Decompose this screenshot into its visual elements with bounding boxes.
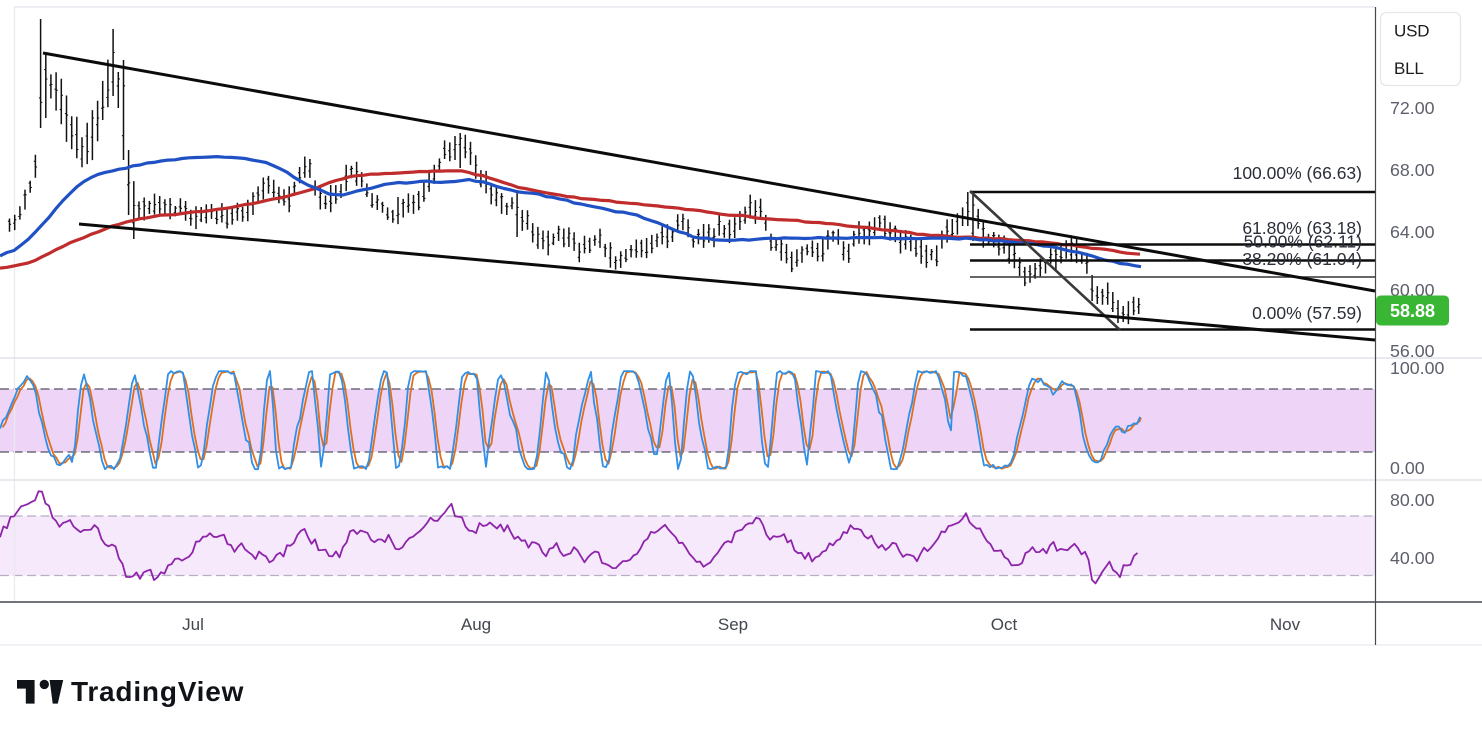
svg-text:Sep: Sep <box>718 615 748 634</box>
svg-text:Aug: Aug <box>461 615 491 634</box>
svg-text:56.00: 56.00 <box>1390 341 1435 361</box>
svg-text:61.80% (63.18): 61.80% (63.18) <box>1242 218 1362 238</box>
svg-text:100.00% (66.63): 100.00% (66.63) <box>1233 163 1362 183</box>
svg-text:64.00: 64.00 <box>1390 222 1435 242</box>
svg-text:58.88: 58.88 <box>1390 301 1435 321</box>
svg-text:TradingView: TradingView <box>71 676 244 707</box>
svg-text:Nov: Nov <box>1270 615 1301 634</box>
svg-text:80.00: 80.00 <box>1390 490 1435 510</box>
svg-text:50.00% (62.11): 50.00% (62.11) <box>1244 232 1362 252</box>
svg-text:Jul: Jul <box>182 615 204 634</box>
svg-text:Oct: Oct <box>991 615 1018 634</box>
svg-text:38.20% (61.04): 38.20% (61.04) <box>1242 249 1362 269</box>
svg-text:68.00: 68.00 <box>1390 160 1435 180</box>
svg-text:72.00: 72.00 <box>1390 98 1435 118</box>
svg-text:0.00: 0.00 <box>1390 458 1425 478</box>
svg-text:40.00: 40.00 <box>1390 548 1435 568</box>
svg-text:BLL: BLL <box>1394 59 1424 78</box>
svg-text:60.00: 60.00 <box>1390 280 1435 300</box>
svg-text:100.00: 100.00 <box>1390 358 1444 378</box>
svg-text:USD: USD <box>1394 22 1429 41</box>
svg-text:0.00% (57.59): 0.00% (57.59) <box>1252 303 1362 323</box>
